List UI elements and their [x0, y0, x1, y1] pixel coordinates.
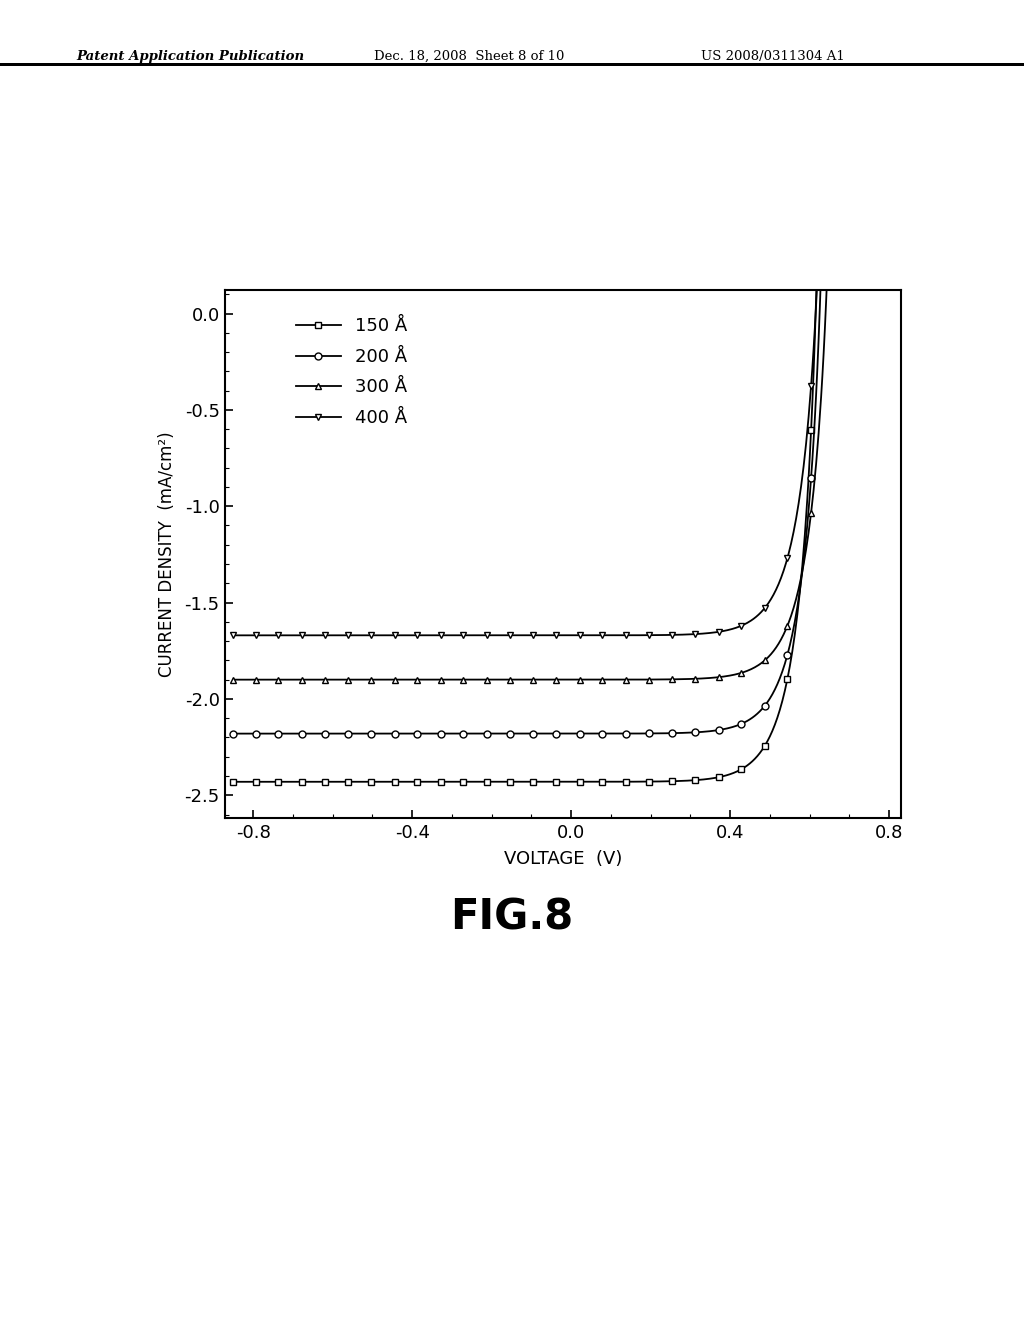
- 200 Å: [565, 726, 578, 742]
- Line: 300 Å: 300 Å: [229, 214, 861, 684]
- 300 Å: [565, 672, 578, 688]
- 300 Å: [527, 672, 540, 688]
- 400 Å: [523, 627, 536, 643]
- 200 Å: [851, 210, 863, 226]
- 150 Å: [523, 774, 536, 789]
- Legend: 150 Å, 200 Å, 300 Å, 400 Å: 150 Å, 200 Å, 300 Å, 400 Å: [289, 310, 415, 434]
- 200 Å: [817, 210, 829, 226]
- 300 Å: [823, 210, 836, 226]
- Text: US 2008/0311304 A1: US 2008/0311304 A1: [701, 50, 845, 63]
- 200 Å: [599, 726, 611, 742]
- 300 Å: [523, 672, 536, 688]
- 150 Å: [527, 774, 540, 789]
- 300 Å: [227, 672, 240, 688]
- 300 Å: [851, 210, 863, 226]
- Text: FIG.8: FIG.8: [451, 896, 573, 939]
- 400 Å: [227, 627, 240, 643]
- 150 Å: [812, 210, 824, 226]
- 400 Å: [738, 616, 751, 632]
- 150 Å: [738, 759, 751, 775]
- 150 Å: [838, 210, 850, 226]
- 300 Å: [838, 210, 850, 226]
- Line: 200 Å: 200 Å: [229, 214, 861, 737]
- 400 Å: [527, 627, 540, 643]
- 400 Å: [851, 210, 863, 226]
- 300 Å: [738, 664, 751, 680]
- 300 Å: [599, 672, 611, 688]
- 150 Å: [227, 774, 240, 789]
- 400 Å: [565, 627, 578, 643]
- 150 Å: [599, 774, 611, 789]
- Line: 150 Å: 150 Å: [229, 214, 861, 785]
- 200 Å: [527, 726, 540, 742]
- Text: Dec. 18, 2008  Sheet 8 of 10: Dec. 18, 2008 Sheet 8 of 10: [374, 50, 564, 63]
- Line: 400 Å: 400 Å: [229, 214, 861, 639]
- X-axis label: VOLTAGE  (V): VOLTAGE (V): [504, 850, 623, 869]
- 400 Å: [815, 210, 827, 226]
- 150 Å: [851, 210, 863, 226]
- 400 Å: [599, 627, 611, 643]
- Text: Patent Application Publication: Patent Application Publication: [77, 50, 305, 63]
- 200 Å: [523, 726, 536, 742]
- 200 Å: [838, 210, 850, 226]
- 400 Å: [838, 210, 850, 226]
- 200 Å: [738, 714, 751, 730]
- Y-axis label: CURRENT DENSITY  (mA/cm²): CURRENT DENSITY (mA/cm²): [158, 432, 176, 677]
- 200 Å: [227, 726, 240, 742]
- 150 Å: [565, 774, 578, 789]
